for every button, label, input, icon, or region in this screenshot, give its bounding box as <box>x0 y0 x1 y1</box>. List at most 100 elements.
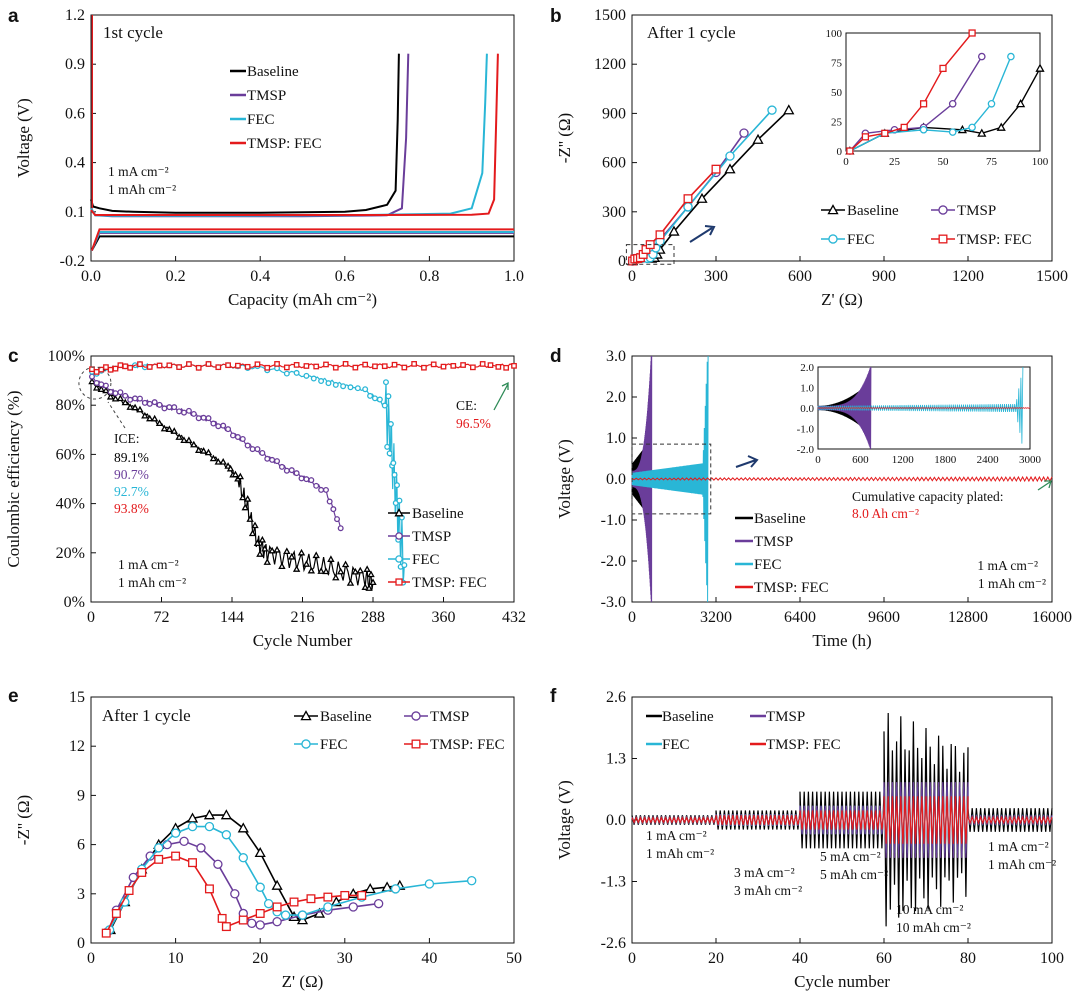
y-tick-label: 0.1 <box>65 204 85 221</box>
data-point-baseline <box>752 133 764 144</box>
y-tick-label: 900 <box>602 105 626 122</box>
data-point-tmsp_fec <box>357 890 367 900</box>
legend-label-fec: FEC <box>247 112 275 128</box>
data-point-baseline <box>364 883 376 894</box>
data-point-tmsp_fec <box>372 363 378 370</box>
data-point-tmsp_fec <box>323 892 333 902</box>
data-point-tmsp <box>196 843 206 853</box>
y-tick-label: 0 <box>618 253 626 270</box>
inset-point-tmsp_fec <box>919 100 928 108</box>
x-tick-label: 100 <box>1040 950 1064 967</box>
data-point-tmsp_fec <box>313 363 320 370</box>
zoom-arrow <box>689 225 716 243</box>
data-point-tmsp_fec <box>238 915 248 925</box>
x-tick-label: 9600 <box>868 609 900 626</box>
data-point-baseline <box>696 192 708 203</box>
series-line-baseline <box>109 814 400 931</box>
ice-arrow <box>107 401 126 429</box>
inset-point-fec <box>919 125 928 134</box>
ice-value-2: 92.7% <box>114 484 149 499</box>
inset-point-baseline <box>977 128 987 137</box>
x-tick-label: 1500 <box>1036 268 1068 285</box>
data-point-baseline <box>346 579 355 586</box>
panel-title: After 1 cycle <box>102 706 191 725</box>
inset-point-tmsp_fec <box>846 147 854 155</box>
rate-label-capacity-3: 10 mAh cm⁻² <box>896 920 971 935</box>
panel-letter: e <box>8 686 19 707</box>
data-point-tmsp <box>288 467 295 474</box>
data-point-tmsp <box>278 463 285 470</box>
legend-marker-fec <box>301 739 311 749</box>
legend-label-fec: FEC <box>847 232 875 248</box>
data-point-baseline <box>204 448 213 456</box>
inset-x-tick: 75 <box>986 156 998 168</box>
panel-a: 0.0 0.2 0.4 0.6 0.8 1.0 -0.2 0.1 0.4 0.6 0.9 1.2 Cap… <box>8 6 524 309</box>
data-point-tmsp_fec <box>156 362 163 369</box>
data-point-tmsp <box>326 498 333 505</box>
data-point-tmsp <box>93 379 100 386</box>
panel-letter: d <box>550 346 562 367</box>
x-tick-label: 3200 <box>700 609 732 626</box>
y-tick-label: 15 <box>69 689 85 706</box>
data-point-tmsp_fec <box>332 364 339 371</box>
inset-frame <box>845 32 1041 152</box>
ice-highlight <box>78 366 112 400</box>
data-point-baseline <box>111 394 120 402</box>
cumulative-label: Cumulative capacity plated: <box>852 489 1003 504</box>
data-point-tmsp <box>151 399 158 406</box>
data-point-tmsp_fec <box>235 362 241 369</box>
data-point-tmsp <box>88 373 95 380</box>
legend-label-baseline: Baseline <box>320 709 372 725</box>
data-point-baseline <box>251 521 259 529</box>
data-point-tmsp_fec <box>274 361 280 367</box>
data-point-baseline <box>236 472 245 480</box>
data-point-fec <box>263 898 274 909</box>
y-tick-label: 2.6 <box>606 689 626 706</box>
y-tick-label: 0.9 <box>65 56 85 73</box>
data-point-tmsp <box>179 836 189 847</box>
data-point-tmsp <box>334 516 341 523</box>
y-tick-label: -2.6 <box>601 935 626 952</box>
data-point-tmsp_fec <box>122 363 129 370</box>
x-tick-label: 50 <box>506 950 522 967</box>
ce-title: CE: <box>456 398 477 413</box>
data-point-tmsp <box>176 408 183 415</box>
data-point-baseline <box>248 529 257 537</box>
data-point-baseline <box>327 555 335 562</box>
data-point-tmsp_fec <box>411 361 417 367</box>
data-point-tmsp_fec <box>255 909 265 918</box>
data-point-tmsp <box>215 423 222 430</box>
data-point-tmsp <box>171 404 178 411</box>
legend-label-baseline: Baseline <box>662 709 714 725</box>
data-point-baseline <box>175 433 183 440</box>
data-point-tmsp <box>210 420 217 427</box>
y-tick-label: 20% <box>56 545 85 562</box>
data-point-tmsp <box>185 407 192 414</box>
y-tick-label: 3 <box>77 886 85 903</box>
data-point-baseline <box>241 503 249 511</box>
data-point-tmsp_fec <box>137 361 143 368</box>
data-point-tmsp_fec <box>205 361 212 367</box>
data-point-baseline <box>237 822 249 833</box>
x-tick-label: 0 <box>628 950 636 967</box>
inset-point-fec <box>948 128 957 136</box>
inset-x-tick: 1200 <box>892 454 915 466</box>
data-point-baseline <box>258 535 267 543</box>
data-point-fec <box>221 830 232 840</box>
x-tick-label: 600 <box>788 268 812 285</box>
y-tick-label: 0.4 <box>65 155 85 172</box>
data-point-tmsp <box>200 414 207 421</box>
data-point-tmsp_fec <box>176 364 182 370</box>
data-point-tmsp_fec <box>470 364 476 371</box>
data-point-tmsp_fec <box>171 851 181 861</box>
data-point-tmsp <box>308 477 315 484</box>
legend-label-tmsp_fec: TMSP: FEC <box>430 737 505 753</box>
x-tick-label: 1200 <box>952 268 984 285</box>
data-point-tmsp_fec <box>137 868 147 877</box>
data-point-baseline <box>146 414 154 422</box>
data-point-fec <box>283 370 290 377</box>
data-point-tmsp_fec <box>111 909 121 918</box>
condition-current: 1 mA cm⁻² <box>118 557 179 572</box>
legend-marker-baseline <box>300 710 312 721</box>
data-point-tmsp <box>181 409 188 416</box>
